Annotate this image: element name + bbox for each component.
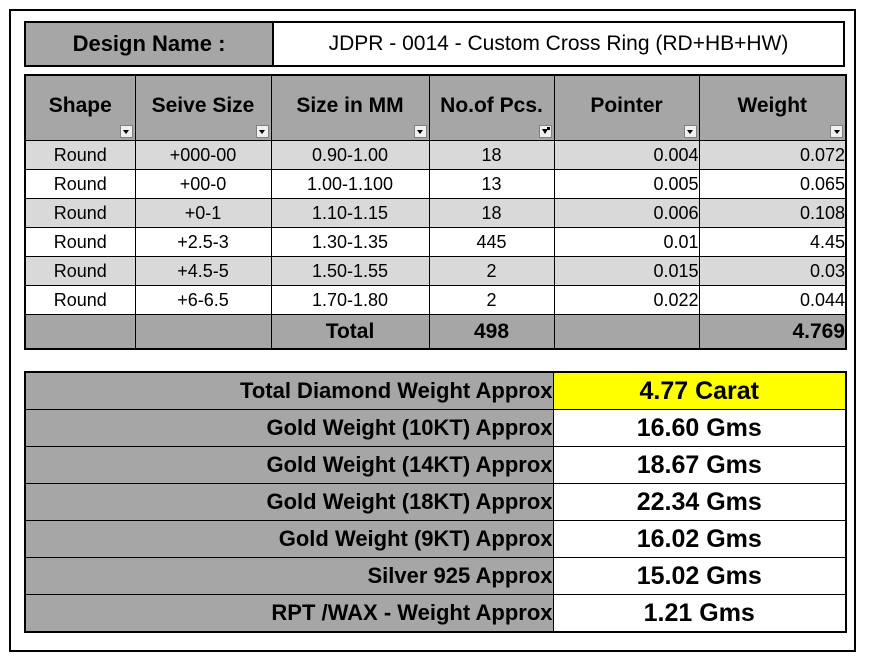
summary-row: Total Diamond Weight Approx 4.77 Carat [24,371,847,410]
cell-pointer: 0.006 [553,198,700,228]
cell-pcs: 2 [428,256,555,286]
cell-seive-size: +00-0 [134,169,272,199]
cell-size-mm: 1.10-1.15 [270,198,430,228]
header-weight: Weight [698,74,847,141]
diamond-weight-value: 4.77 Carat [552,371,847,410]
summary-value: 16.60 Gms [552,409,847,447]
cell-size-mm: 1.50-1.55 [270,256,430,286]
table-row: Round +0-1 1.10-1.15 18 0.006 0.108 [24,198,847,228]
cell-seive-size: +6-6.5 [134,285,272,315]
cell-seive-size: +0-1 [134,198,272,228]
cell-size-mm: 1.30-1.35 [270,227,430,257]
summary-row: Silver 925 Approx 15.02 Gms [24,557,847,595]
cell-shape: Round [24,227,136,257]
filter-active-icon[interactable] [538,125,552,138]
summary-label: Gold Weight (14KT) Approx [24,446,554,484]
total-weight: 4.769 [698,314,847,350]
design-name-value: JDPR - 0014 - Custom Cross Ring (RD+HB+H… [274,23,843,65]
summary-label: Silver 925 Approx [24,557,554,595]
cell-shape: Round [24,169,136,199]
summary-row: Gold Weight (10KT) Approx 16.60 Gms [24,409,847,447]
summary-value: 18.67 Gms [552,446,847,484]
filter-dropdown-icon[interactable] [255,125,269,138]
cell-weight: 0.072 [698,140,847,170]
summary-row: Gold Weight (18KT) Approx 22.34 Gms [24,483,847,521]
header-seive-size: Seive Size [134,74,272,141]
cell-pcs: 18 [428,198,555,228]
summary-row: Gold Weight (9KT) Approx 16.02 Gms [24,520,847,558]
filter-dropdown-icon[interactable] [119,125,133,138]
summary-value: 16.02 Gms [552,520,847,558]
summary-row: Gold Weight (14KT) Approx 18.67 Gms [24,446,847,484]
header-shape: Shape [24,74,136,141]
header-pointer: Pointer [553,74,700,141]
table-row: Round +000-00 0.90-1.00 18 0.004 0.072 [24,140,847,170]
cell-shape: Round [24,198,136,228]
total-label: Total [270,314,430,350]
design-name-box: Design Name : JDPR - 0014 - Custom Cross… [24,21,845,67]
cell-seive-size: +000-00 [134,140,272,170]
cell-pcs: 445 [428,227,555,257]
filter-dropdown-icon[interactable] [413,125,427,138]
cell-seive-size: +4.5-5 [134,256,272,286]
cell-pointer: 0.015 [553,256,700,286]
filter-dropdown-icon[interactable] [683,125,697,138]
total-row: Total 498 4.769 [24,314,847,350]
table-row: Round +4.5-5 1.50-1.55 2 0.015 0.03 [24,256,847,286]
cell-pcs: 18 [428,140,555,170]
cell-seive-size: +2.5-3 [134,227,272,257]
summary-label: Gold Weight (9KT) Approx [24,520,554,558]
cell-weight: 0.065 [698,169,847,199]
total-empty-cell [553,314,700,350]
summary-value: 1.21 Gms [552,594,847,633]
cell-pcs: 13 [428,169,555,199]
cell-shape: Round [24,140,136,170]
cell-weight: 0.044 [698,285,847,315]
total-empty-cell [24,314,136,350]
cell-weight: 0.108 [698,198,847,228]
cell-shape: Round [24,285,136,315]
cell-weight: 4.45 [698,227,847,257]
cell-pcs: 2 [428,285,555,315]
table-row: Round +6-6.5 1.70-1.80 2 0.022 0.044 [24,285,847,315]
cell-pointer: 0.004 [553,140,700,170]
cell-weight: 0.03 [698,256,847,286]
cell-size-mm: 0.90-1.00 [270,140,430,170]
table-row: Round +2.5-3 1.30-1.35 445 0.01 4.45 [24,227,847,257]
summary-label: Total Diamond Weight Approx [24,371,554,410]
stone-table: Shape Seive Size Size in MM No.of Pcs. P… [24,74,847,350]
table-row: Round +00-0 1.00-1.100 13 0.005 0.065 [24,169,847,199]
header-no-of-pcs: No.of Pcs. [428,74,555,141]
cell-pointer: 0.005 [553,169,700,199]
cell-pointer: 0.022 [553,285,700,315]
summary-label: RPT /WAX - Weight Approx [24,594,554,633]
cell-shape: Round [24,256,136,286]
cell-size-mm: 1.70-1.80 [270,285,430,315]
total-pcs: 498 [428,314,555,350]
summary-label: Gold Weight (18KT) Approx [24,483,554,521]
filter-dropdown-icon[interactable] [830,125,843,138]
cell-pointer: 0.01 [553,227,700,257]
summary-row: RPT /WAX - Weight Approx 1.21 Gms [24,594,847,633]
summary-label: Gold Weight (10KT) Approx [24,409,554,447]
cell-size-mm: 1.00-1.100 [270,169,430,199]
summary-table: Total Diamond Weight Approx 4.77 Carat G… [24,371,847,633]
table-header-row: Shape Seive Size Size in MM No.of Pcs. P… [24,74,847,141]
header-size-in-mm: Size in MM [270,74,430,141]
summary-value: 22.34 Gms [552,483,847,521]
summary-value: 15.02 Gms [552,557,847,595]
total-empty-cell [134,314,272,350]
design-name-label: Design Name : [26,23,274,65]
